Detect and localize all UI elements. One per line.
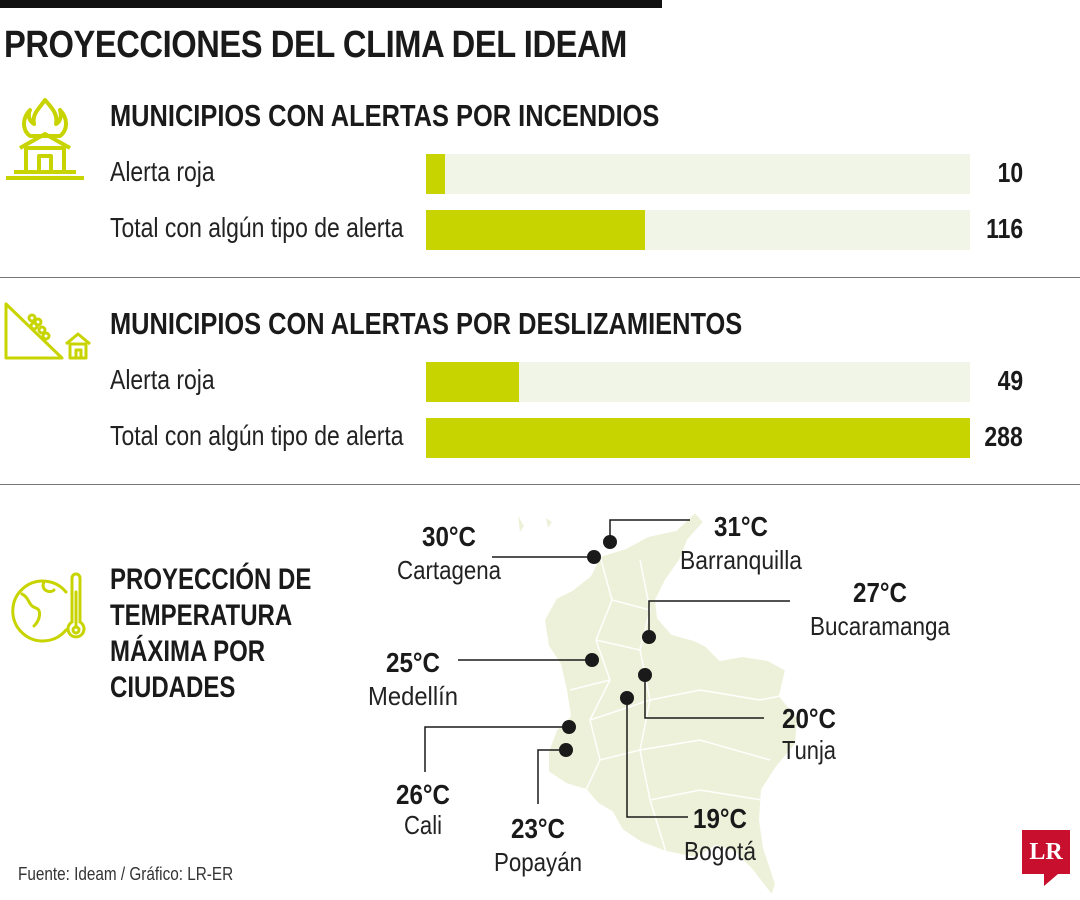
city-name-barranquilla: Barranquilla (680, 545, 802, 575)
divider (0, 484, 1080, 485)
city-marker-bogota (620, 691, 634, 705)
city-name-cali: Cali (404, 810, 442, 840)
city-marker-bucaramanga (642, 630, 656, 644)
city-marker-cali (562, 720, 576, 734)
globe-thermometer-icon (11, 572, 86, 643)
city-temp-bogota: 19°C (693, 803, 747, 834)
city-markers (559, 535, 656, 757)
fires-total-value: 116 (985, 213, 1023, 244)
city-temp-tunja: 20°C (782, 703, 836, 734)
fires-red-track (426, 154, 970, 194)
city-temp-cartagena: 30°C (422, 521, 476, 552)
landslides-total-track (426, 418, 970, 458)
city-marker-tunja (638, 668, 652, 682)
landslides-section-title: MUNICIPIOS CON ALERTAS POR DESLIZAMIENTO… (110, 306, 743, 341)
city-marker-popayan (559, 743, 573, 757)
fires-section-title: MUNICIPIOS CON ALERTAS POR INCENDIOS (110, 98, 660, 133)
landslides-red-track (426, 362, 970, 402)
landslides-total-bar (426, 418, 970, 458)
city-temp-popayan: 23°C (511, 813, 565, 844)
leader-lines (424, 519, 790, 818)
lr-logo: LR (1022, 830, 1070, 874)
fires-total-track (426, 210, 970, 250)
temperature-title-line: MÁXIMA POR (110, 635, 266, 668)
source-credit: Fuente: Ideam / Gráfico: LR-ER (18, 864, 234, 884)
landslides-red-label: Alerta roja (110, 364, 215, 395)
temperature-title-line: PROYECCIÓN DE (110, 563, 312, 596)
city-labels: 30°C Cartagena 31°C Barranquilla 27°C Bu… (368, 511, 950, 877)
temperature-title-line: CIUDADES (110, 671, 236, 704)
fires-red-bar (426, 154, 445, 194)
landslides-total-value: 288 (984, 421, 1023, 452)
fires-red-value: 10 (997, 157, 1023, 188)
city-name-bucaramanga: Bucaramanga (810, 611, 950, 641)
city-name-tunja: Tunja (782, 735, 836, 765)
landslides-red-value: 49 (997, 365, 1023, 396)
city-temp-medellin: 25°C (386, 647, 440, 678)
map-shape (518, 510, 800, 899)
city-name-popayan: Popayán (494, 847, 582, 877)
fires-total-bar (426, 210, 646, 250)
city-temp-cali: 26°C (396, 779, 450, 810)
city-temp-bucaramanga: 27°C (853, 577, 907, 608)
city-temp-barranquilla: 31°C (714, 511, 768, 542)
temperature-title-line: TEMPERATURA (110, 599, 293, 632)
city-name-bogota: Bogotá (684, 836, 756, 866)
city-marker-barranquilla (603, 535, 617, 549)
landslides-red-bar (426, 362, 519, 402)
top-rule (0, 0, 662, 8)
fires-red-label: Alerta roja (110, 156, 215, 187)
city-name-medellin: Medellín (368, 681, 458, 711)
divider (0, 277, 1080, 278)
landslide-icon (4, 302, 91, 360)
lr-logo-tail (1044, 874, 1058, 886)
landslides-total-label: Total con algún tipo de alerta (110, 420, 404, 451)
city-marker-medellin (585, 653, 599, 667)
city-marker-cartagena (587, 550, 601, 564)
city-name-cartagena: Cartagena (397, 555, 501, 585)
fires-total-label: Total con algún tipo de alerta (110, 212, 404, 243)
page-title: PROYECCIONES DEL CLIMA DEL IDEAM (4, 24, 627, 66)
temperature-title: PROYECCIÓN DE TEMPERATURA MÁXIMA POR CIU… (110, 562, 311, 706)
house-fire-icon (6, 98, 84, 180)
